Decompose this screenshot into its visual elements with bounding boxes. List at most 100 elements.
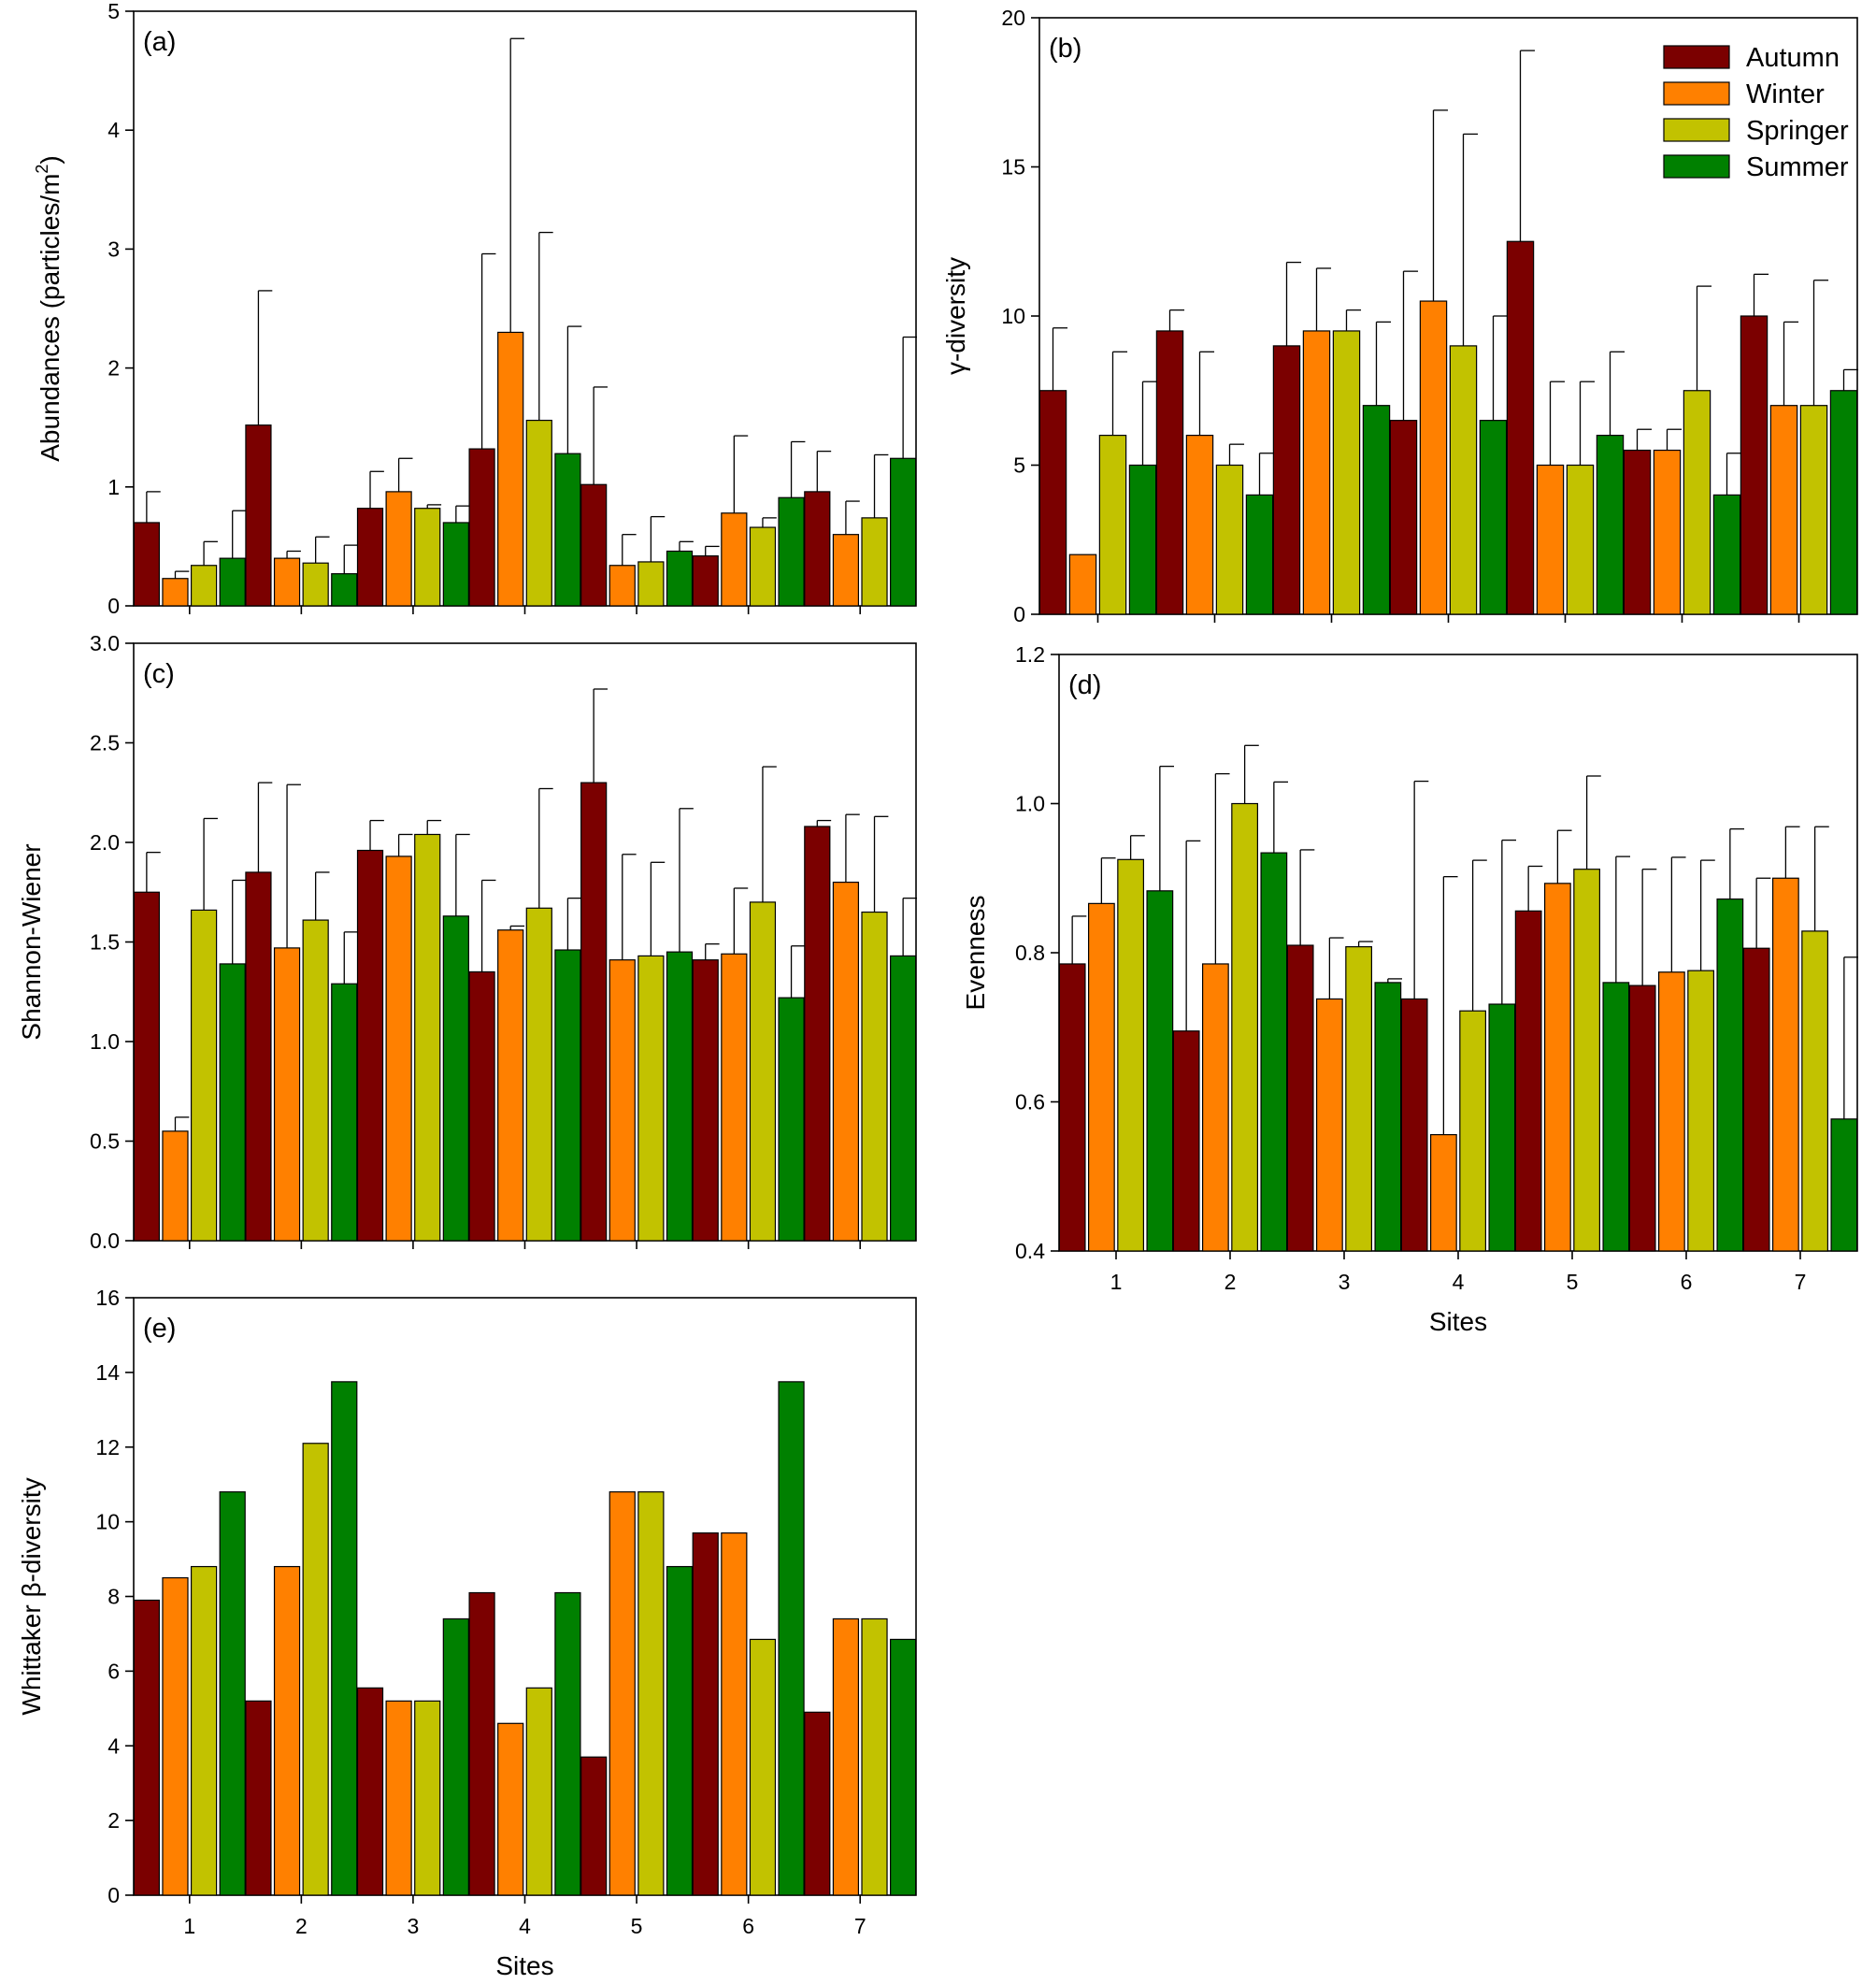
bar-a-summer-site1 [219, 557, 246, 607]
bar-a-springer-site2 [302, 562, 329, 607]
y-tick-label-b: 5 [1013, 453, 1025, 478]
y-tick-label-e: 4 [107, 1733, 120, 1758]
y-tick-label-a: 5 [107, 0, 120, 23]
bar-a-springer-site1 [190, 565, 218, 607]
bar-d-winter-site7 [1771, 877, 1799, 1252]
bar-d-springer-site3 [1345, 946, 1373, 1252]
x-tick-label-d: 4 [1453, 1270, 1465, 1294]
bar-b-summer-site2 [1245, 494, 1274, 615]
y-tick-label-d: 0.4 [1015, 1239, 1045, 1263]
y-tick-label-e: 10 [95, 1510, 120, 1534]
legend: Autumn Winter Springer Summer [1663, 43, 1849, 182]
legend-swatch-winter [1663, 81, 1730, 106]
bar-e-springer-site5 [637, 1491, 665, 1896]
bar-b-springer-site3 [1332, 330, 1361, 615]
x-tick-label-e: 5 [631, 1914, 643, 1938]
bar-b-winter-site6 [1653, 449, 1682, 615]
bar-d-springer-site7 [1801, 930, 1829, 1252]
bar-e-summer-site7 [890, 1638, 917, 1896]
bar-b-springer-site6 [1683, 390, 1711, 615]
y-axis-title-tail: ) [36, 155, 64, 164]
panel-label-e: (e) [143, 1314, 176, 1344]
x-tick-label-e: 4 [519, 1914, 531, 1938]
x-tick-label-e: 6 [742, 1914, 754, 1938]
bar-e-autumn-site7 [804, 1711, 831, 1896]
bar-d-autumn-site5 [1514, 910, 1542, 1252]
bar-a-autumn-site3 [356, 508, 384, 607]
bar-a-autumn-site4 [468, 448, 495, 607]
bar-c-autumn-site3 [356, 849, 384, 1242]
bar-b-winter-site7 [1769, 405, 1798, 615]
bar-c-summer-site7 [890, 955, 917, 1242]
bar-a-autumn-site5 [580, 483, 608, 607]
bar-b-winter-site1 [1068, 554, 1097, 615]
bar-d-winter-site4 [1429, 1133, 1457, 1252]
bar-c-autumn-site6 [692, 959, 719, 1242]
bar-e-winter-site5 [609, 1491, 636, 1896]
legend-swatch-autumn [1663, 45, 1730, 69]
bar-b-autumn-site7 [1740, 315, 1769, 615]
panel-c: 0.0 0.5 1.0 1.5 2.0 2.5 3.0 (c) Shannon-Wiener [17, 631, 917, 1253]
bar-a-autumn-site1 [133, 522, 160, 607]
panel-d: 0.4 0.6 0.8 1.0 1.2 1 2 3 4 5 6 7 (d) Evenness Sites [961, 642, 1859, 1336]
bar-a-winter-site2 [273, 557, 301, 607]
bar-c-winter-site2 [273, 947, 301, 1242]
bar-d-summer-site1 [1146, 890, 1174, 1252]
y-tick-label-b: 0 [1013, 602, 1025, 626]
bar-e-summer-site6 [778, 1381, 805, 1896]
y-tick-label-e: 16 [95, 1286, 120, 1310]
y-tick-label-e: 0 [107, 1883, 120, 1907]
y-tick-label-a: 1 [107, 475, 120, 499]
x-tick-label-e: 7 [854, 1914, 866, 1938]
bar-e-springer-site4 [525, 1687, 552, 1896]
x-tick-label-d: 7 [1795, 1270, 1807, 1294]
bar-e-summer-site5 [666, 1565, 694, 1896]
bar-e-autumn-site5 [580, 1756, 608, 1896]
bar-e-winter-site1 [162, 1576, 189, 1896]
bar-e-autumn-site3 [356, 1687, 384, 1896]
y-tick-label-a: 3 [107, 237, 120, 261]
bar-c-winter-site5 [609, 959, 636, 1242]
panel-b: 0 5 10 15 20 (b) γ-diversity Autumn Winter Spring… [941, 6, 1859, 626]
bar-c-winter-site3 [385, 855, 412, 1242]
bar-a-autumn-site6 [692, 554, 719, 607]
bar-e-springer-site3 [414, 1700, 441, 1896]
panel-label-b: (b) [1049, 34, 1081, 64]
bar-e-springer-site2 [302, 1443, 329, 1896]
bar-a-winter-site1 [162, 578, 189, 607]
bar-b-summer-site7 [1829, 390, 1858, 615]
bar-c-springer-site1 [190, 909, 218, 1242]
bar-d-autumn-site6 [1628, 985, 1656, 1252]
bar-a-springer-site5 [637, 561, 665, 607]
y-tick-label-e: 6 [107, 1659, 120, 1683]
bar-a-summer-site3 [442, 522, 469, 607]
y-axis-title-a: Abundances (particles/m2) [33, 155, 64, 462]
bar-b-springer-site5 [1566, 464, 1595, 615]
y-axis-title-e: Whittaker β-diversity [17, 1477, 46, 1715]
bar-a-springer-site7 [861, 517, 888, 607]
bar-b-autumn-site2 [1155, 330, 1184, 615]
bar-c-winter-site4 [497, 929, 524, 1242]
bar-c-autumn-site5 [580, 782, 608, 1242]
bar-a-summer-site2 [331, 573, 358, 607]
bar-e-winter-site4 [497, 1722, 524, 1896]
y-axis-title-c: Shannon-Wiener [17, 843, 46, 1040]
bar-c-autumn-site1 [133, 891, 160, 1242]
bar-c-springer-site5 [637, 955, 665, 1242]
y-tick-label-e: 14 [95, 1360, 120, 1385]
bar-a-springer-site4 [525, 419, 552, 607]
bar-b-springer-site4 [1449, 345, 1478, 615]
bar-d-springer-site5 [1573, 869, 1601, 1252]
bar-d-winter-site2 [1201, 963, 1229, 1252]
bar-c-summer-site1 [219, 963, 246, 1242]
bar-a-autumn-site2 [245, 424, 272, 607]
bar-d-springer-site2 [1231, 802, 1259, 1252]
y-tick-label-a: 4 [107, 118, 120, 142]
bar-c-springer-site3 [414, 833, 441, 1242]
panel-label-a: (a) [143, 27, 176, 57]
y-tick-label-c: 1.0 [90, 1029, 120, 1054]
y-tick-label-b: 15 [1001, 155, 1025, 180]
y-tick-label-a: 0 [107, 594, 120, 618]
